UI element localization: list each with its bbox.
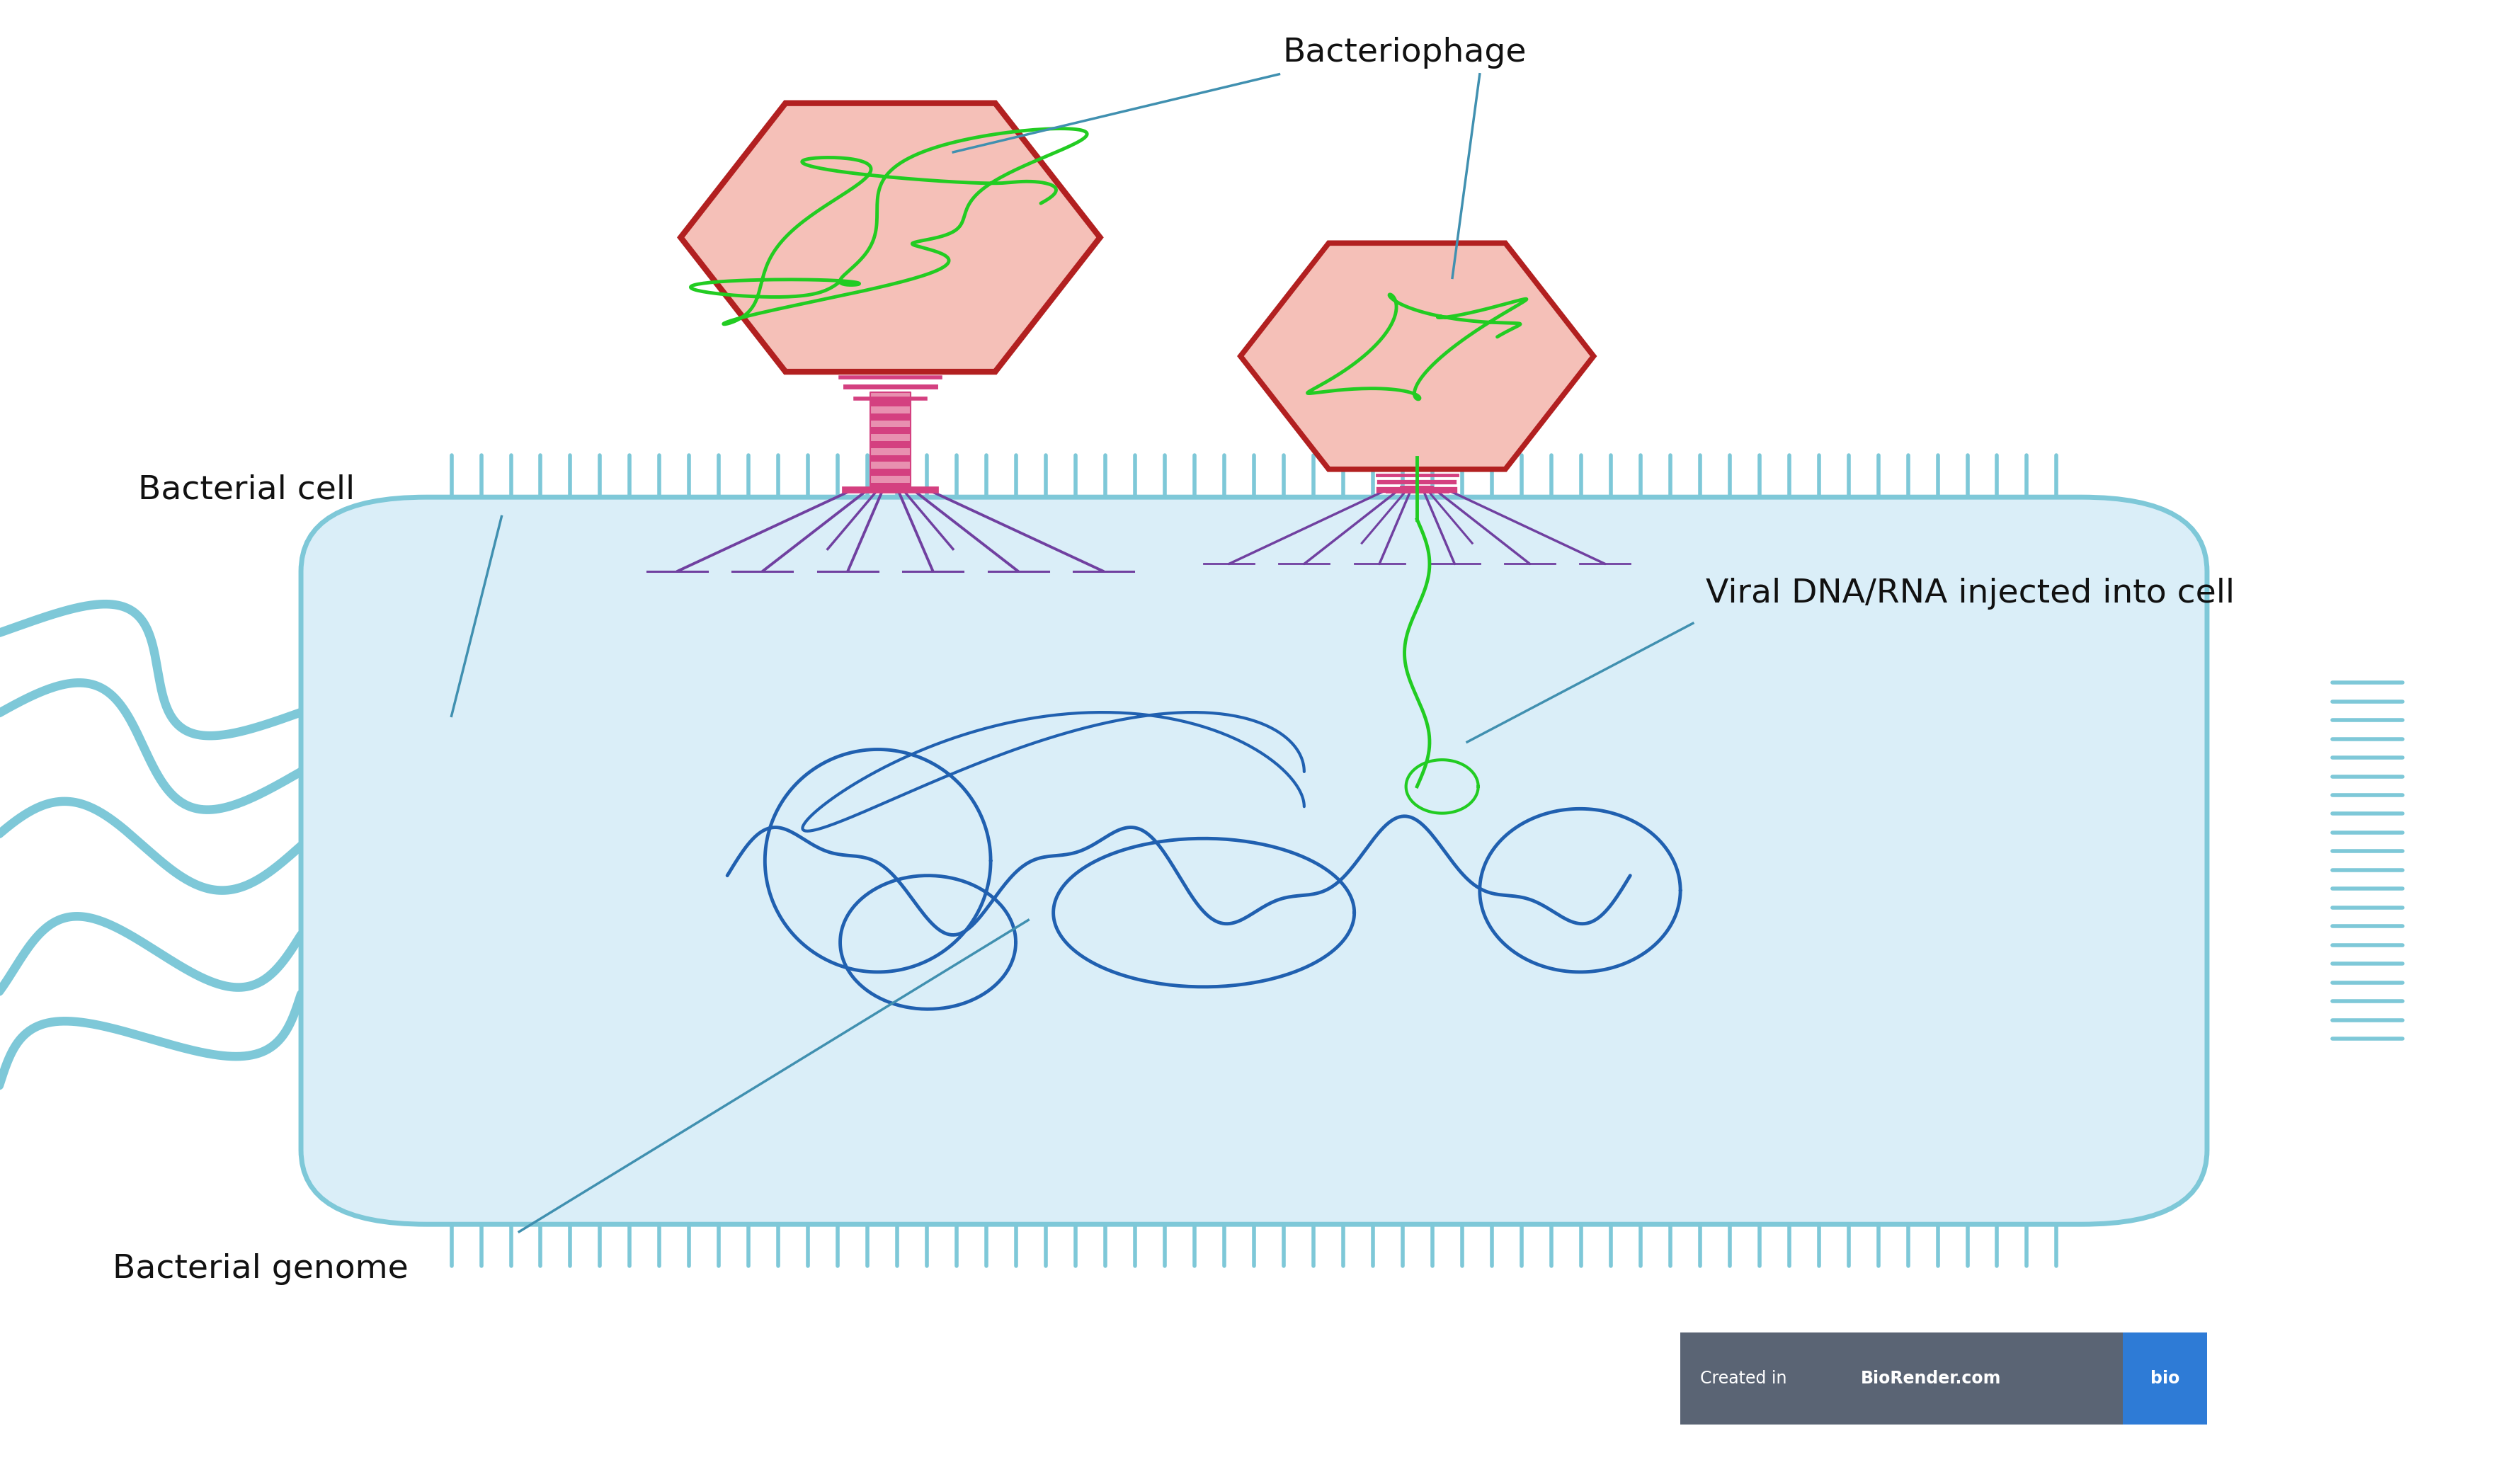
FancyBboxPatch shape [301,497,2207,1224]
Text: bio: bio [2149,1370,2179,1388]
FancyBboxPatch shape [870,469,910,476]
Text: Created in: Created in [1700,1370,1788,1388]
Text: Viral DNA/RNA injected into cell: Viral DNA/RNA injected into cell [1705,577,2235,610]
Polygon shape [1241,243,1593,469]
Text: BioRender.com: BioRender.com [1861,1370,2001,1388]
FancyBboxPatch shape [870,420,910,427]
FancyBboxPatch shape [870,441,910,448]
FancyBboxPatch shape [870,476,910,482]
FancyBboxPatch shape [1680,1333,2122,1425]
FancyBboxPatch shape [870,462,910,469]
FancyBboxPatch shape [870,435,910,441]
FancyBboxPatch shape [870,414,910,420]
Text: Bacterial cell: Bacterial cell [138,473,354,506]
Text: Bacterial genome: Bacterial genome [113,1252,409,1285]
FancyBboxPatch shape [870,393,910,399]
FancyBboxPatch shape [2122,1333,2207,1425]
FancyBboxPatch shape [870,482,910,490]
FancyBboxPatch shape [870,407,910,414]
Polygon shape [680,104,1101,371]
FancyBboxPatch shape [870,456,910,462]
FancyBboxPatch shape [870,448,910,456]
FancyBboxPatch shape [870,427,910,435]
FancyBboxPatch shape [870,399,910,407]
Text: Bacteriophage: Bacteriophage [1282,37,1527,68]
